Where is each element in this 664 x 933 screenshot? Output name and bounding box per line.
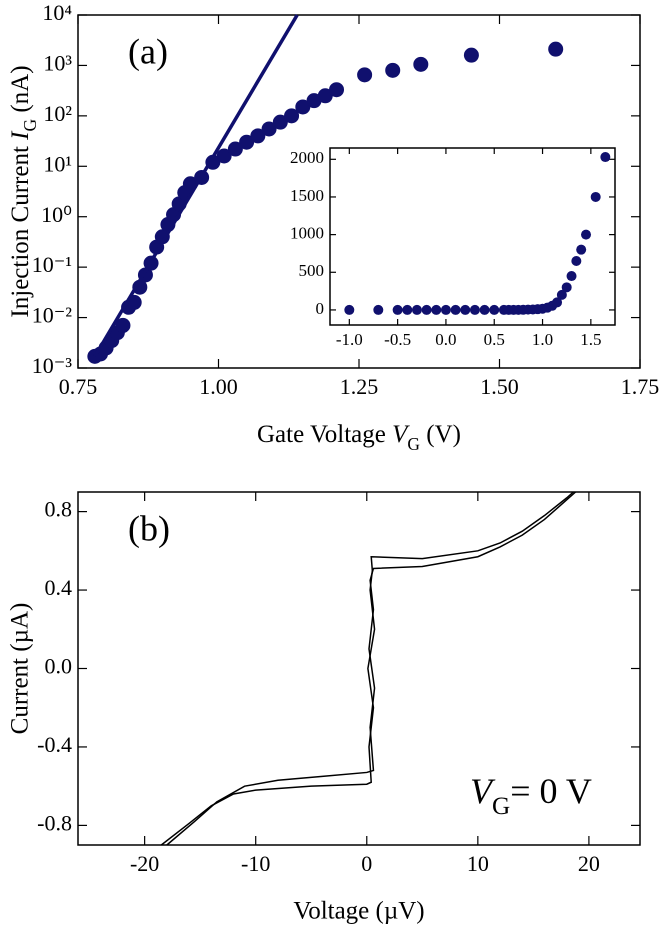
- data-line: [160, 491, 574, 846]
- data-point: [590, 191, 601, 202]
- x-axis-label: Voltage (µV): [293, 898, 424, 925]
- x-tick-label: -0.5: [384, 330, 411, 349]
- data-point: [216, 148, 232, 164]
- data-point: [479, 304, 490, 315]
- data-point: [284, 108, 300, 124]
- x-tick-label: 1.25: [340, 374, 379, 399]
- data-point: [413, 56, 429, 72]
- y-tick-label: 500: [299, 261, 325, 280]
- data-point: [450, 304, 461, 315]
- y-tick-label: 2000: [290, 148, 324, 167]
- y-tick-label: 10⁴: [42, 0, 72, 25]
- data-point: [250, 128, 266, 144]
- panel-label: (a): [128, 31, 168, 71]
- text-part: V: [392, 421, 410, 448]
- text-part: G: [407, 434, 420, 454]
- y-axis-label: Injection Current IG (nA): [7, 65, 40, 317]
- annotation: VG= 0 V: [470, 771, 592, 820]
- data-point: [548, 41, 564, 57]
- x-tick-label: 10: [467, 851, 489, 876]
- y-tick-label: 10⁻³: [32, 353, 73, 378]
- x-tick-label: 1.75: [621, 374, 660, 399]
- data-point: [552, 297, 563, 308]
- data-point: [556, 289, 567, 300]
- x-tick-label: -10: [241, 851, 270, 876]
- data-point: [402, 304, 413, 315]
- data-point: [295, 99, 311, 115]
- data-point: [227, 141, 243, 157]
- x-tick-label: 1.00: [199, 374, 238, 399]
- text-part: V: [470, 771, 496, 811]
- y-tick-label: 10⁰: [41, 202, 72, 227]
- y-tick-label: 10²: [43, 101, 72, 126]
- data-point: [344, 304, 355, 315]
- data-point: [489, 304, 500, 315]
- x-tick-label: 0: [361, 851, 372, 876]
- x-tick-label: 0.75: [59, 374, 98, 399]
- y-tick-label: 1000: [290, 224, 324, 243]
- y-tick-label: -0.4: [37, 732, 72, 757]
- text-part: G: [492, 793, 510, 820]
- data-point: [306, 93, 322, 109]
- text-part: I: [7, 130, 34, 141]
- data-point: [469, 304, 480, 315]
- data-point: [239, 134, 255, 150]
- text-part: Gate Voltage: [257, 421, 392, 448]
- data-point: [581, 229, 592, 240]
- x-tick-label: 1.5: [580, 330, 601, 349]
- data-point: [115, 317, 131, 333]
- x-tick-label: 1.0: [532, 330, 553, 349]
- data-point: [317, 88, 333, 104]
- data-point: [440, 304, 451, 315]
- text-part: Injection Current: [7, 140, 34, 318]
- y-tick-label: 10⁻²: [32, 303, 73, 328]
- data-point: [600, 152, 611, 163]
- plot-frame: [77, 491, 641, 846]
- data-point: [576, 244, 587, 255]
- data-line: [93, 14, 299, 358]
- data-point: [261, 121, 277, 137]
- data-point: [561, 282, 572, 293]
- data-point: [421, 304, 432, 315]
- data-point: [272, 114, 288, 130]
- y-axis-label: Current (µA): [7, 603, 34, 735]
- text-part: (V): [420, 421, 461, 448]
- data-point: [329, 82, 345, 98]
- data-point: [460, 304, 471, 315]
- data-line: [166, 491, 577, 846]
- y-tick-label: 10³: [43, 50, 72, 75]
- y-tick-label: 10¹: [43, 151, 72, 176]
- y-tick-label: -0.8: [37, 810, 72, 835]
- y-tick-label: 0.0: [45, 654, 73, 679]
- data-point: [357, 67, 373, 83]
- x-tick-label: -20: [130, 851, 159, 876]
- panel-label: (b): [128, 508, 170, 548]
- data-point: [392, 304, 403, 315]
- x-axis-label: Gate Voltage VG (V): [257, 421, 461, 454]
- data-point: [431, 304, 442, 315]
- y-tick-label: 0.4: [45, 575, 73, 600]
- data-point: [373, 304, 384, 315]
- data-point: [463, 47, 479, 63]
- data-point: [385, 62, 401, 78]
- text-part: (nA): [7, 65, 34, 118]
- y-tick-label: 10⁻¹: [32, 252, 72, 277]
- x-tick-label: 1.50: [480, 374, 519, 399]
- data-point: [571, 255, 582, 266]
- y-tick-label: 1500: [290, 186, 324, 205]
- y-tick-label: 0.8: [45, 497, 73, 522]
- data-point: [411, 304, 422, 315]
- text-part: = 0 V: [510, 771, 592, 811]
- text-part: G: [20, 119, 40, 132]
- x-tick-label: 20: [578, 851, 600, 876]
- plot-frame: [329, 147, 616, 326]
- x-tick-label: 0.5: [484, 330, 505, 349]
- x-tick-label: 0.0: [435, 330, 456, 349]
- y-tick-label: 0: [316, 299, 325, 318]
- x-tick-label: -1.0: [336, 330, 363, 349]
- data-point: [566, 271, 577, 282]
